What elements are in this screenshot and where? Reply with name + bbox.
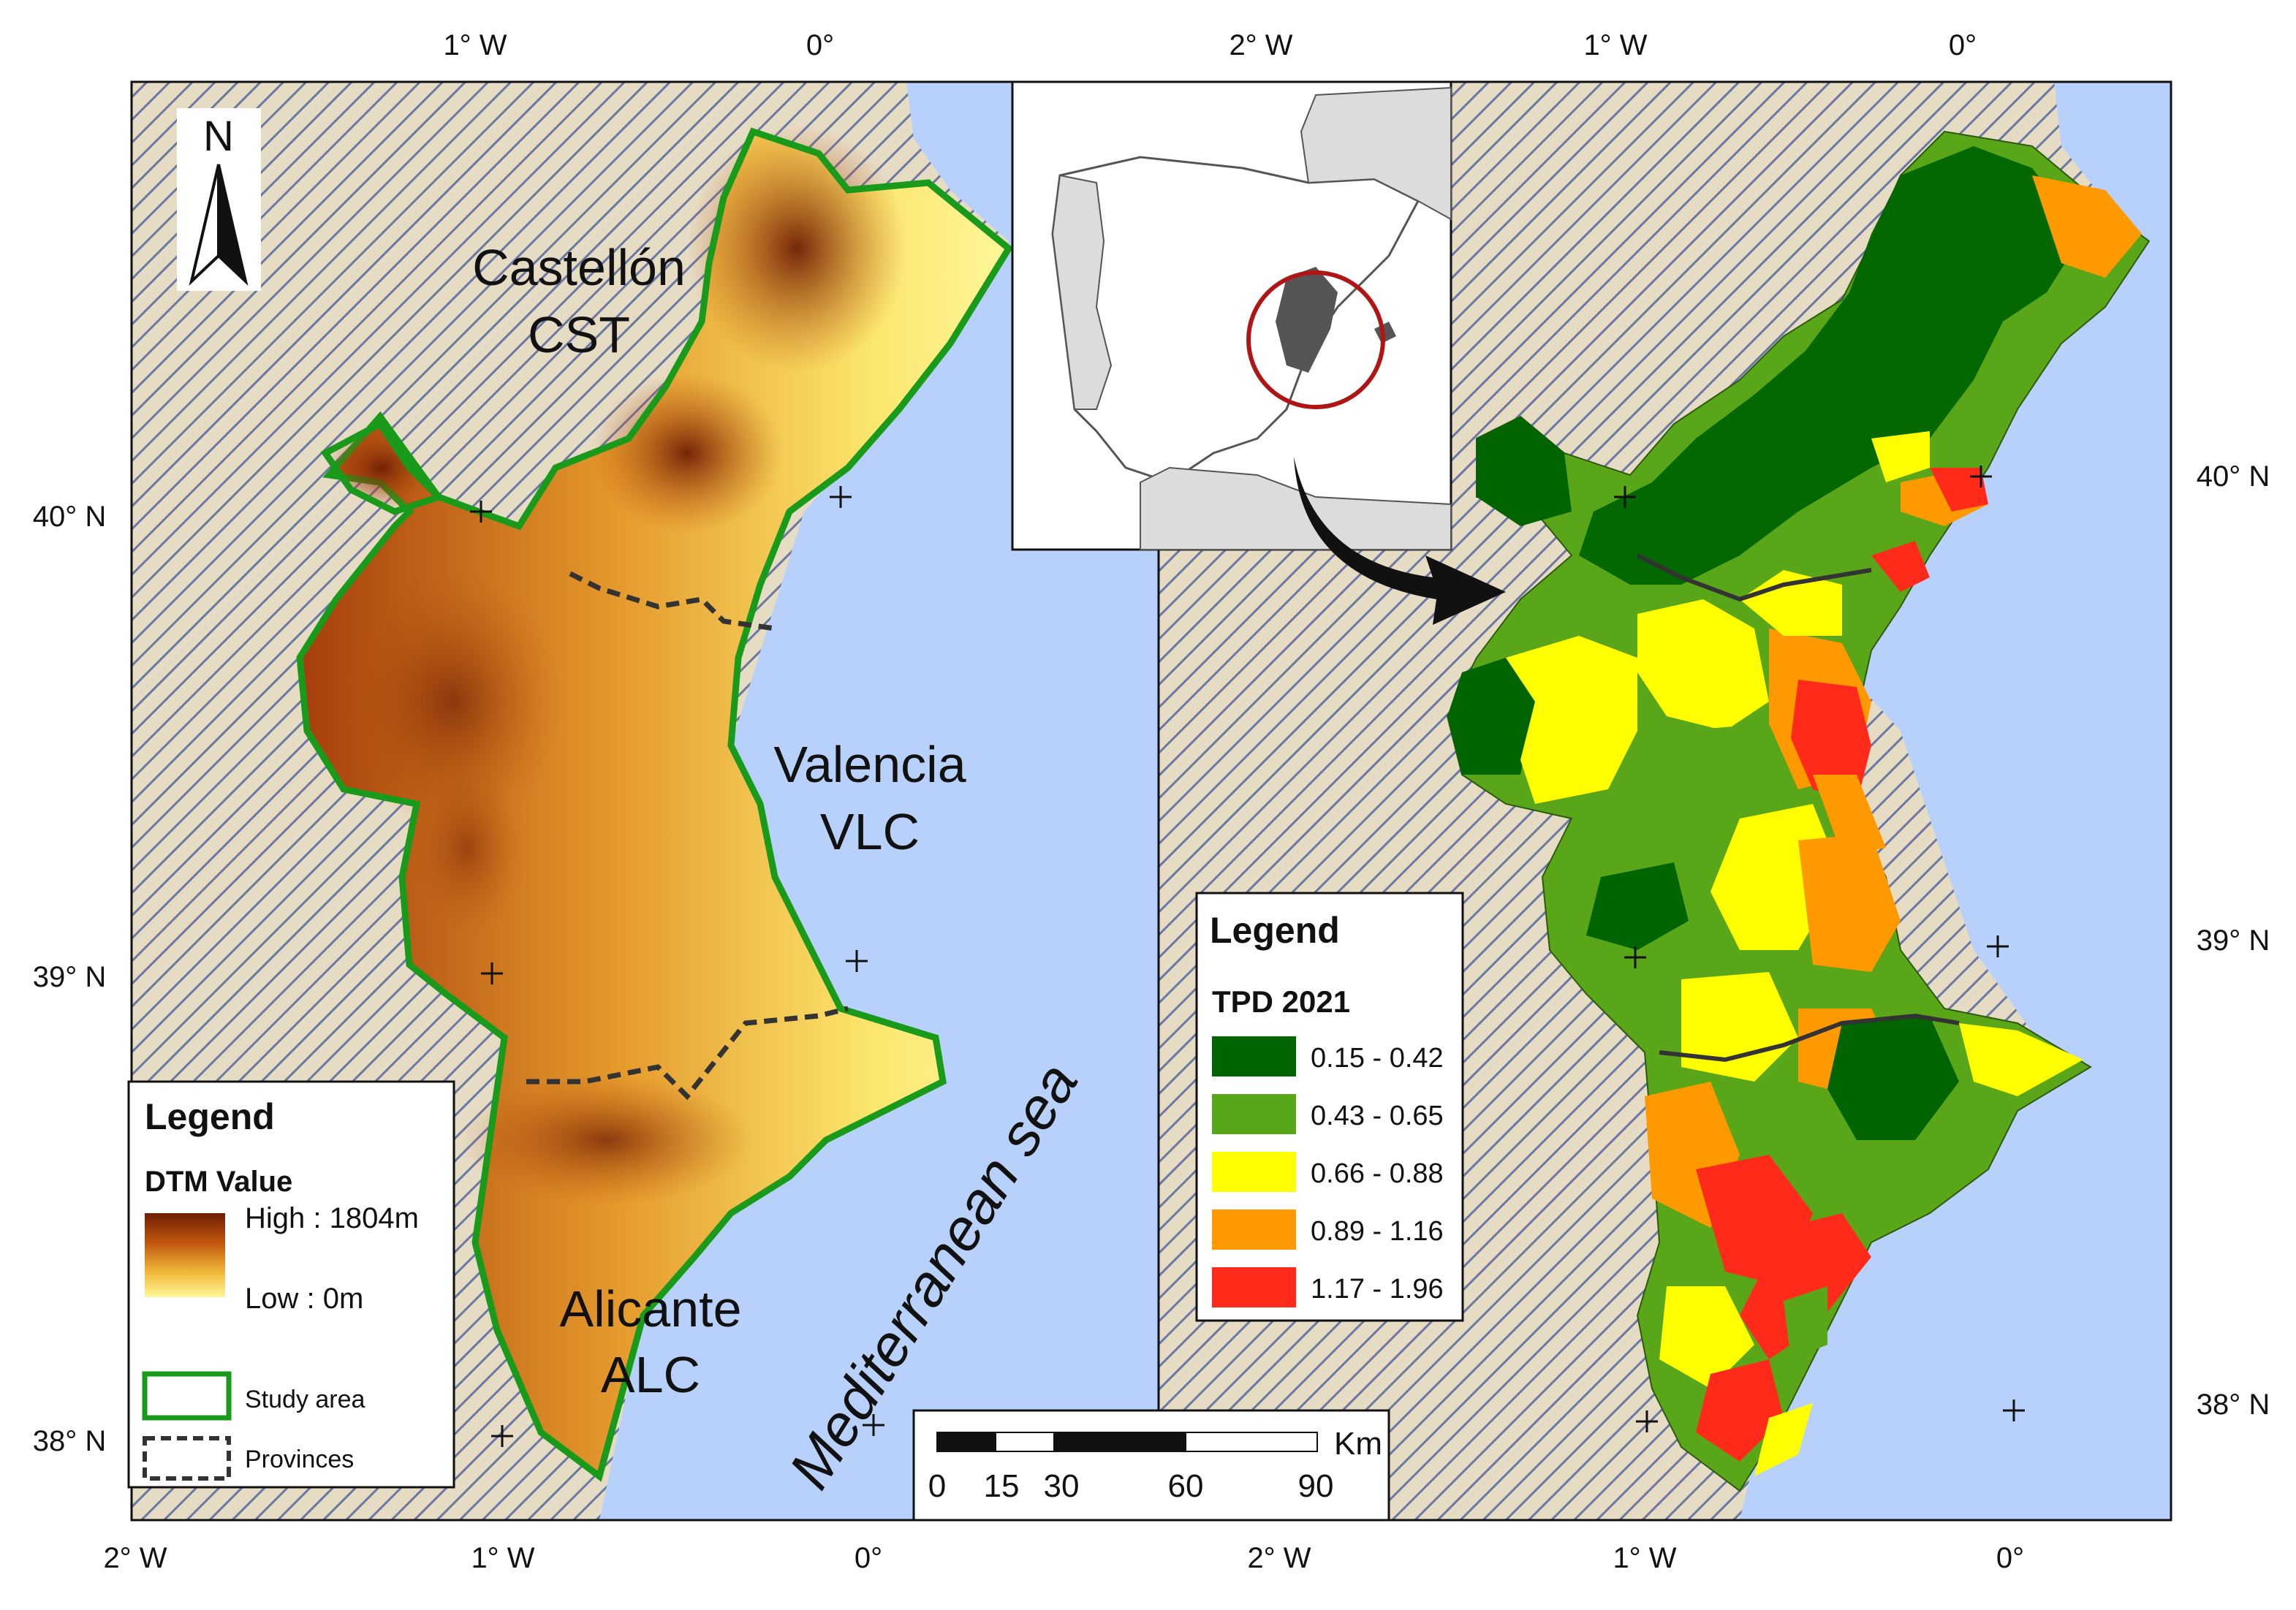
dtm-legend: Legend DTM Value High : 1804m Low : 0m S… xyxy=(127,1080,455,1489)
tpd-class-swatch xyxy=(1212,1152,1296,1192)
inset-map xyxy=(1011,80,1506,625)
right-tick: 39° N xyxy=(2197,924,2270,957)
highlight-circle xyxy=(1246,270,1385,409)
dtm-legend-title: Legend xyxy=(145,1096,275,1137)
study-area-swatch xyxy=(142,1371,232,1421)
africa xyxy=(1140,466,1452,550)
scale-bar-box xyxy=(912,1409,1390,1522)
dtm-legend-low: Low : 0m xyxy=(245,1283,363,1315)
scale-bar-label: 15 xyxy=(984,1468,1020,1504)
right-tick: 38° N xyxy=(2197,1389,2270,1421)
region-code-castellon: CST xyxy=(528,306,630,363)
top-tick: 1° W xyxy=(1583,29,1647,61)
left-tick: 38° N xyxy=(33,1425,107,1457)
province-line xyxy=(526,1006,849,1101)
left-tick: 40° N xyxy=(33,501,107,533)
tpd-class-label: 0.66 - 0.88 xyxy=(1311,1158,1444,1189)
exclave-outline xyxy=(320,419,445,515)
bottom-tick: 0° xyxy=(1996,1542,2024,1574)
province-line xyxy=(1636,553,1872,602)
pointer-arrow-icon xyxy=(1294,457,1506,625)
study-area-highlight xyxy=(1276,267,1338,373)
bottom-tick: 2° W xyxy=(1247,1542,1311,1574)
portugal xyxy=(1051,174,1113,410)
tpd-class-swatch xyxy=(1212,1036,1296,1077)
north-arrow-label: N xyxy=(203,113,234,160)
tpd-class-label: 0.89 - 1.16 xyxy=(1311,1216,1444,1247)
dtm-legend-subtitle: DTM Value xyxy=(145,1166,292,1198)
bottom-tick: 1° W xyxy=(471,1542,534,1574)
tpd-legend-title: Legend xyxy=(1210,910,1340,951)
tpd-class-label: 0.15 - 0.42 xyxy=(1311,1043,1444,1074)
scale-bar-unit: Km xyxy=(1334,1426,1382,1462)
tpd-class-label: 0.43 - 0.65 xyxy=(1311,1101,1444,1131)
graticule-crosses xyxy=(470,486,884,1447)
france xyxy=(1300,86,1452,221)
scale-bar-label: 60 xyxy=(1168,1468,1204,1504)
right-map-frame xyxy=(1157,80,2172,1522)
tpd-class-swatch xyxy=(1212,1267,1296,1307)
tpd-class-swatch xyxy=(1212,1094,1296,1134)
left-tick: 39° N xyxy=(33,961,107,993)
tpd-class-swatch xyxy=(1212,1210,1296,1250)
scale-bar-label: 90 xyxy=(1298,1468,1334,1504)
graticule-crosses xyxy=(1614,466,2025,1432)
left-map: N Castellón CST Valencia VLC Alicante AL… xyxy=(33,29,1160,1574)
top-tick: 0° xyxy=(1949,29,1977,61)
region-code-valencia: VLC xyxy=(820,803,920,860)
bottom-tick: 1° W xyxy=(1613,1542,1676,1574)
tpd-legend-subtitle: TPD 2021 xyxy=(1212,984,1350,1019)
top-tick: 1° W xyxy=(443,29,507,61)
province-line xyxy=(569,571,776,631)
top-tick: 0° xyxy=(806,29,834,61)
dtm-legend-high: High : 1804m xyxy=(245,1202,419,1234)
top-tick: 2° W xyxy=(1229,29,1292,61)
dtm-color-ramp xyxy=(145,1213,225,1297)
bottom-tick: 0° xyxy=(855,1542,882,1574)
region-label-alicante: Alicante xyxy=(559,1280,741,1337)
province-line xyxy=(1659,1013,1960,1063)
bottom-tick: 2° W xyxy=(103,1542,167,1574)
provinces-swatch xyxy=(143,1436,231,1481)
right-tick: 40° N xyxy=(2197,460,2270,493)
north-arrow: N xyxy=(177,108,261,291)
provinces-label: Provinces xyxy=(245,1446,354,1473)
study-area-label: Study area xyxy=(245,1386,365,1413)
region-label-castellon: Castellón xyxy=(472,239,686,296)
tpd-class-label: 1.17 - 1.96 xyxy=(1311,1274,1444,1305)
scale-bar: Km 0 15 30 60 90 xyxy=(912,1409,1390,1522)
tpd-legend: Legend TPD 2021 0.15 - 0.42 0.43 - 0.65 0.… xyxy=(1195,892,1464,1322)
right-map: Legend TPD 2021 0.15 - 0.42 0.43 - 0.65 0.… xyxy=(1157,29,2270,1574)
scale-bar-label: 30 xyxy=(1044,1468,1080,1504)
region-code-alicante: ALC xyxy=(601,1346,700,1403)
scale-bar-label: 0 xyxy=(928,1468,946,1504)
region-label-valencia: Valencia xyxy=(773,736,966,793)
